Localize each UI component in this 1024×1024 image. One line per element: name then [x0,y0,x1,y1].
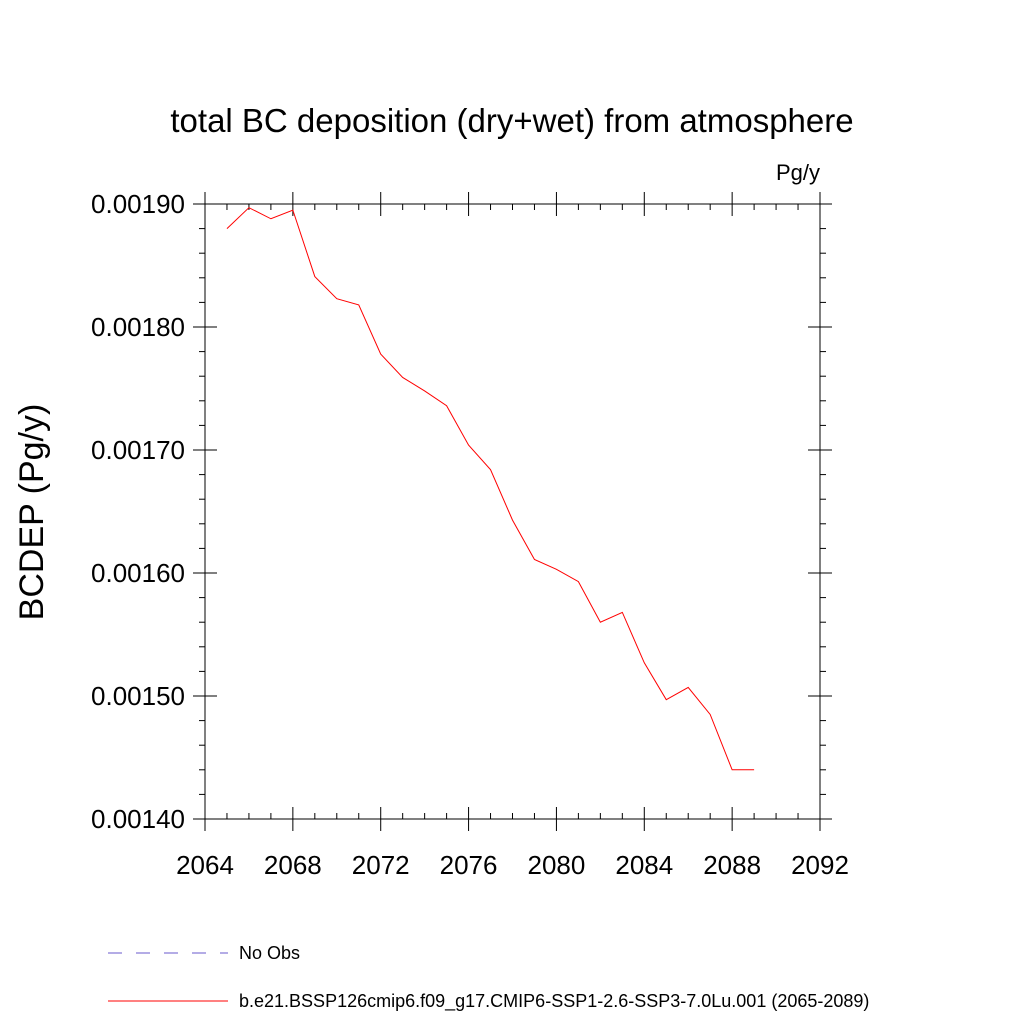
y-tick-label: 0.00150 [91,681,185,711]
x-tick-label: 2076 [440,850,498,880]
y-tick-label: 0.00190 [91,189,185,219]
y-tick-label: 0.00180 [91,312,185,342]
chart-title: total BC deposition (dry+wet) from atmos… [170,102,853,139]
series-group [226,207,755,771]
x-tick-label: 2068 [264,850,322,880]
series-line [226,207,755,771]
y-axis-label: BCDEP (Pg/y) [13,404,51,621]
x-tick-label: 2080 [528,850,586,880]
legend: No Obs b.e21.BSSP126cmip6.f09_g17.CMIP6-… [108,943,869,1012]
x-tick-label: 2072 [352,850,410,880]
x-tick-label: 2092 [791,850,849,880]
major-ticks [193,192,832,831]
y-tick-label: 0.00170 [91,435,185,465]
x-tick-labels: 2064 2068 2072 2076 2080 2084 2088 2092 [176,850,849,880]
units-label: Pg/y [776,160,820,185]
y-tick-label: 0.00140 [91,804,185,834]
legend-no-obs-label: No Obs [239,943,300,963]
minor-ticks [199,204,826,819]
x-tick-label: 2064 [176,850,234,880]
plot-frame [204,203,821,820]
legend-model-label: b.e21.BSSP126cmip6.f09_g17.CMIP6-SSP1-2.… [239,991,869,1012]
y-tick-labels: 0.00140 0.00150 0.00160 0.00170 0.00180 0.001… [91,189,185,834]
x-tick-label: 2084 [615,850,673,880]
x-tick-label: 2088 [703,850,761,880]
y-tick-label: 0.00160 [91,558,185,588]
